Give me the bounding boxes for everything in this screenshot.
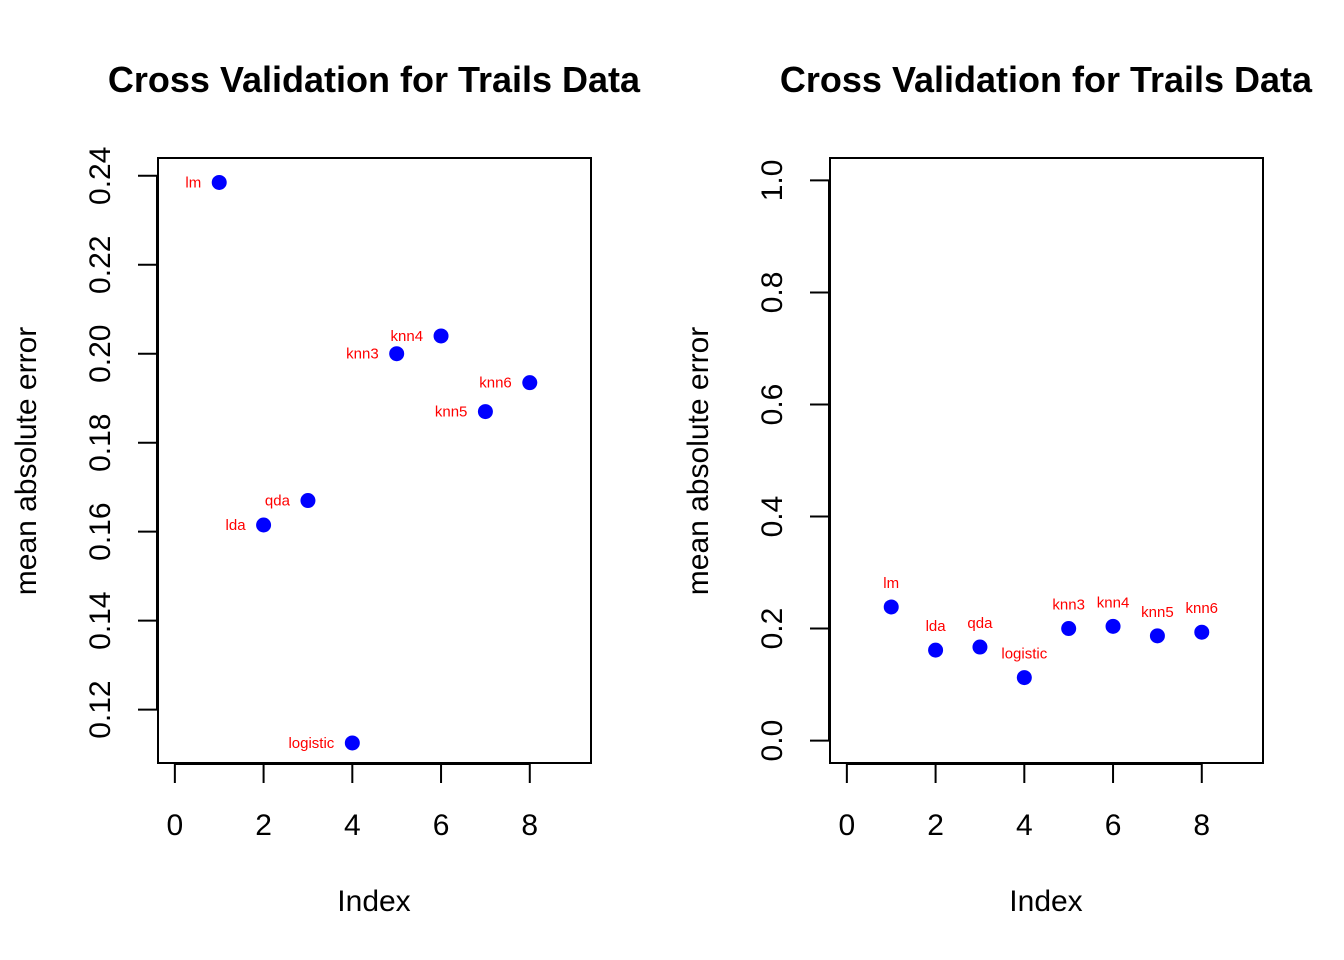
point-label: knn5 <box>1141 604 1174 621</box>
x-axis: 0 2 4 6 8 <box>167 763 538 842</box>
point-label: qda <box>967 615 993 632</box>
chart-panel-left: Cross Validation for Trails Data Index m… <box>10 59 641 918</box>
data-point <box>1016 670 1032 686</box>
x-tick-label: 4 <box>344 809 361 842</box>
y-axis-label: mean absolute error <box>10 327 43 595</box>
x-tick-label: 6 <box>433 809 450 842</box>
x-tick-label: 8 <box>1193 809 1210 842</box>
x-tick-label: 6 <box>1105 809 1122 842</box>
point-label: knn6 <box>479 375 512 392</box>
point-label: knn3 <box>1052 597 1085 614</box>
y-tick-label: 0.12 <box>84 680 117 738</box>
y-tick-label: 0.8 <box>756 272 789 314</box>
point-label: lm <box>883 575 899 592</box>
y-tick-label: 0.24 <box>84 147 117 205</box>
data-point <box>344 735 360 751</box>
y-tick-label: 0.0 <box>756 720 789 762</box>
point-label: logistic <box>288 735 334 752</box>
y-tick-label: 0.4 <box>756 496 789 538</box>
data-point <box>477 404 493 420</box>
point-label: lda <box>226 517 247 534</box>
x-tick-label: 8 <box>521 809 538 842</box>
point-label: knn3 <box>346 346 379 363</box>
data-point <box>1194 624 1210 640</box>
x-axis-label: Index <box>1009 885 1082 918</box>
point-label: knn5 <box>435 404 468 421</box>
x-tick-label: 2 <box>927 809 944 842</box>
data-point <box>1061 621 1077 637</box>
y-tick-label: 0.6 <box>756 384 789 426</box>
data-point <box>211 174 227 190</box>
data-point <box>1105 618 1121 634</box>
data-point <box>433 328 449 344</box>
x-tick-label: 4 <box>1016 809 1033 842</box>
point-label: logistic <box>1001 646 1047 663</box>
y-tick-label: 0.18 <box>84 414 117 472</box>
y-axis: 0.0 0.2 0.4 0.6 0.8 1.0 <box>756 160 830 762</box>
data-point <box>883 599 899 615</box>
plot-frame <box>157 157 592 764</box>
point-label: knn4 <box>391 328 424 345</box>
y-tick-label: 0.2 <box>756 608 789 650</box>
point-label: knn4 <box>1097 594 1130 611</box>
y-tick-label: 0.20 <box>84 325 117 383</box>
data-point <box>522 375 538 391</box>
y-axis-label: mean absolute error <box>682 327 715 595</box>
x-axis: 0 2 4 6 8 <box>839 763 1210 842</box>
y-tick-label: 0.14 <box>84 591 117 649</box>
y-tick-label: 0.22 <box>84 236 117 294</box>
y-axis: 0.12 0.14 0.16 0.18 0.20 0.22 0.24 <box>84 147 158 739</box>
chart-title: Cross Validation for Trails Data <box>780 59 1313 100</box>
data-point <box>972 639 988 655</box>
point-label: lm <box>185 174 201 191</box>
chart-panel-right: Cross Validation for Trails Data Index m… <box>682 59 1313 918</box>
point-label: lda <box>926 618 947 635</box>
plot-frame <box>829 157 1264 764</box>
data-point <box>1149 628 1165 644</box>
x-tick-label: 0 <box>167 809 184 842</box>
x-tick-label: 2 <box>255 809 272 842</box>
data-point <box>256 517 272 533</box>
data-point <box>928 642 944 658</box>
y-tick-label: 1.0 <box>756 160 789 202</box>
x-tick-label: 0 <box>839 809 856 842</box>
point-label: qda <box>265 493 291 510</box>
data-points: lm lda qda logistic knn3 knn4 knn5 knn6 <box>883 575 1219 686</box>
data-point <box>300 493 316 509</box>
data-points: lm lda qda logistic knn3 knn4 knn5 knn6 <box>185 174 538 752</box>
point-label: knn6 <box>1186 600 1219 617</box>
x-axis-label: Index <box>337 885 410 918</box>
y-tick-label: 0.16 <box>84 502 117 560</box>
data-point <box>389 346 405 362</box>
chart-title: Cross Validation for Trails Data <box>108 59 641 100</box>
